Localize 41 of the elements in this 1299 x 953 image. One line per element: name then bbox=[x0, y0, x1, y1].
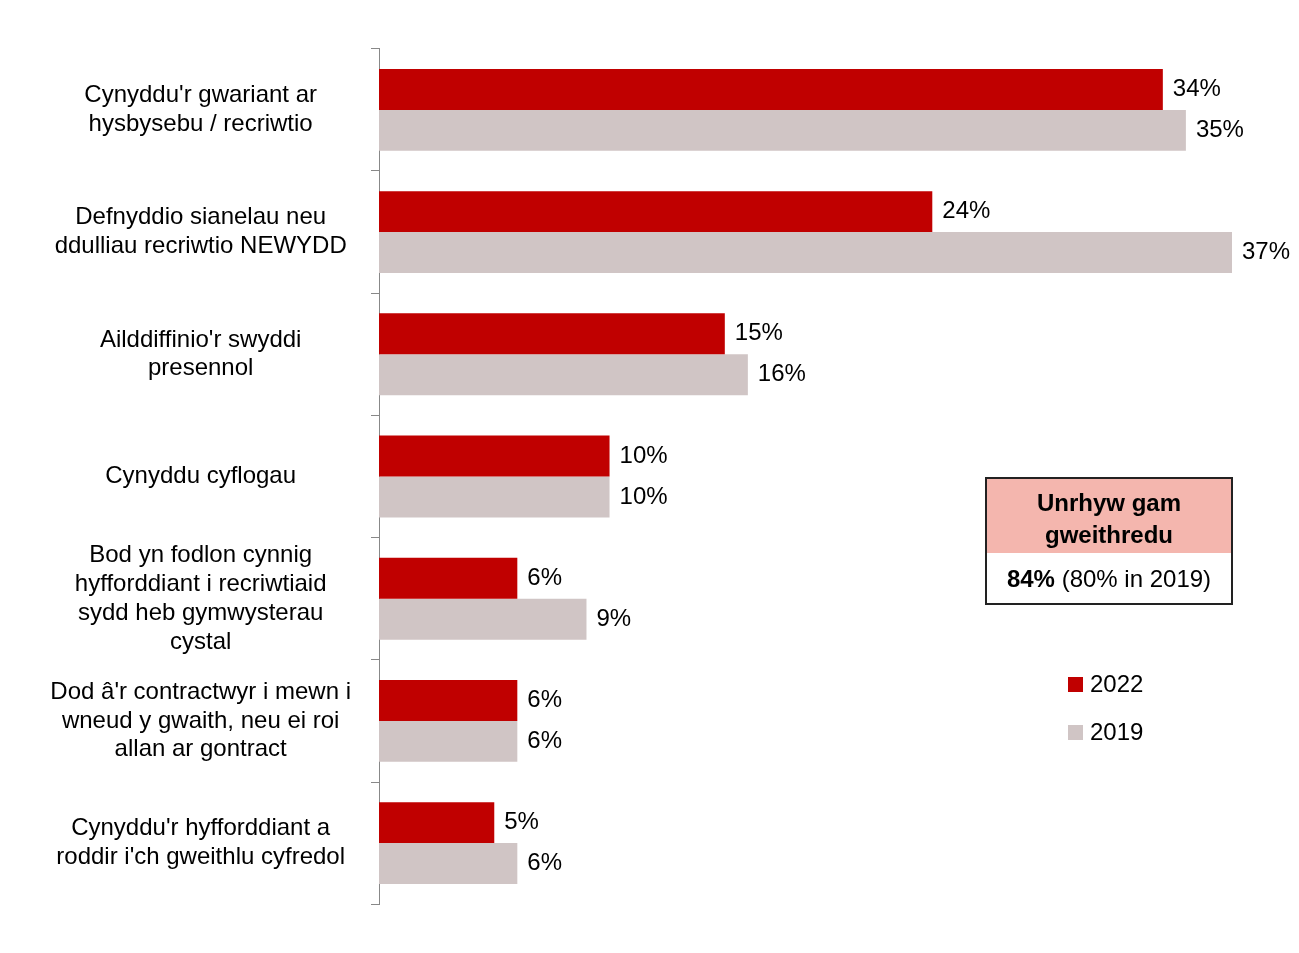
bar bbox=[379, 68, 1163, 110]
data-label: 15% bbox=[734, 318, 783, 346]
legend-label: 2022 bbox=[1090, 670, 1144, 698]
bar bbox=[379, 679, 518, 721]
data-label: 10% bbox=[619, 440, 668, 468]
annotation: (80% in 2019) bbox=[1060, 565, 1212, 592]
annotation: 84% bbox=[1006, 565, 1055, 592]
y-tick-label: Cynyddu cyflogau bbox=[105, 461, 297, 489]
text-box: Unrhyw gam gweithredu 84% (80% in 2019) bbox=[985, 477, 1233, 605]
annotation: Unrhyw gam gweithredu bbox=[987, 479, 1231, 553]
data-label: 9% bbox=[596, 603, 632, 631]
bar bbox=[379, 720, 518, 762]
bar bbox=[379, 191, 933, 233]
bar bbox=[379, 476, 610, 518]
y-tick-label: Dod â'r contractwyr i mewn i wneud y gwaith, neu ei roi allan ar gontract bbox=[50, 676, 351, 762]
data-label: 5% bbox=[504, 807, 539, 835]
bar bbox=[379, 232, 1232, 274]
y-tick-label: Cynyddu'r hyfforddiant a roddir i'ch gweithlu cyfredol bbox=[56, 813, 346, 870]
data-label: 6% bbox=[527, 725, 563, 753]
legend-label: 2019 bbox=[1090, 718, 1144, 746]
y-tick-label: Defnyddio sianelau neu ddulliau recriwtio NEWYDD bbox=[54, 202, 347, 259]
bar bbox=[379, 557, 518, 599]
data-label: 16% bbox=[757, 359, 806, 387]
bar bbox=[379, 435, 610, 477]
bar bbox=[379, 313, 725, 355]
data-label: 35% bbox=[1195, 114, 1244, 142]
y-tick-label: Cynyddu'r gwariant ar hysbysebu / recriwtio bbox=[84, 80, 318, 136]
y-tick-label: Bod yn fodlon cynnig hyfforddiant i recriwtiaid sydd heb gymwysterau cystal bbox=[74, 540, 327, 654]
data-label: 6% bbox=[527, 848, 563, 876]
bar bbox=[379, 843, 518, 885]
data-label: 10% bbox=[619, 481, 668, 509]
bar bbox=[379, 109, 1186, 151]
data-label: 34% bbox=[1172, 74, 1221, 102]
data-label: 37% bbox=[1242, 237, 1291, 265]
data-label: 24% bbox=[942, 196, 991, 224]
bar bbox=[379, 354, 748, 396]
data-label: 6% bbox=[527, 562, 563, 590]
bar bbox=[379, 802, 495, 844]
y-tick-label: Ailddiffinio'r swyddi presennol bbox=[99, 324, 302, 381]
data-label: 6% bbox=[527, 685, 563, 713]
bar bbox=[379, 598, 587, 640]
